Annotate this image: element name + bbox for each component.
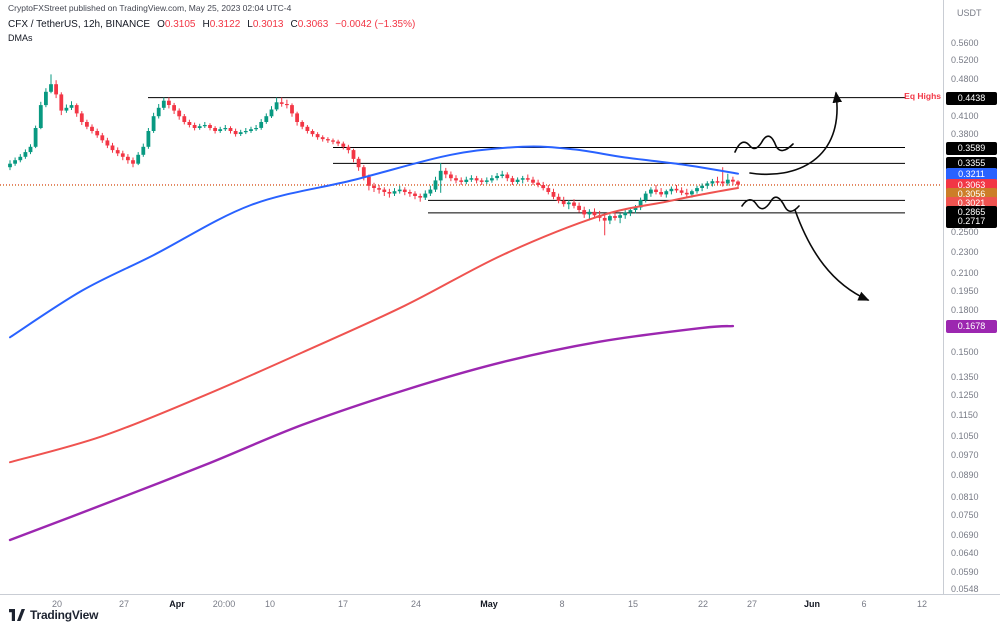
price-tick-label: 0.1150: [951, 410, 978, 420]
symbol-title[interactable]: CFX / TetherUS, 12h, BINANCE: [8, 19, 151, 30]
ma-line-DMA-100[interactable]: [9, 187, 739, 464]
price-axis[interactable]: USDT 0.5600 0.5200 0.4800 0.4100 0.3800 0.250…: [943, 0, 1000, 594]
price-tick-label: 0.0890: [951, 470, 979, 480]
time-tick-label: 27: [118, 599, 130, 609]
price-tick-label: 0.1350: [951, 372, 979, 382]
price-tick-label: 0.2300: [951, 247, 979, 257]
eq-highs-label: Eq Highs: [904, 91, 941, 101]
price-tick-label: 0.2100: [951, 268, 979, 278]
eq-highs-price-badge: 0.4438: [946, 92, 997, 105]
candlestick-series: [8, 74, 740, 236]
time-tick-label: 24: [410, 599, 422, 609]
ohlc-open: O0.3105: [157, 19, 196, 30]
time-tick-label: 6: [861, 599, 867, 609]
support-scribble[interactable]: [741, 196, 800, 213]
publisher-attribution: CryptoFXStreet published on TradingView.…: [8, 3, 292, 13]
price-tick-label: 0.0810: [951, 492, 979, 502]
down-breakdown-arrow[interactable]: [794, 209, 870, 301]
price-tick-label: 0.4100: [951, 111, 979, 121]
price-tick-label: 0.2500: [951, 227, 979, 237]
price-change: −0.0042 (−1.35%): [335, 19, 416, 30]
price-tick-label: 0.1950: [951, 286, 979, 296]
time-tick-label: 12: [916, 599, 928, 609]
price-axis-unit: USDT: [957, 8, 982, 18]
resistance-1-badge: 0.3589: [946, 142, 997, 155]
price-tick-label: 0.4800: [951, 74, 979, 84]
ohlc-close: C0.3063: [290, 19, 329, 30]
price-tick-label: 0.5600: [951, 38, 979, 48]
resistance-2-badge: 0.3355: [946, 157, 997, 170]
time-tick-label: 17: [337, 599, 349, 609]
time-tick-label: 27: [746, 599, 758, 609]
time-axis[interactable]: 20 27 Apr 20:00 10 17 24 May 8 15 22 27 Jun 6 12: [0, 594, 1000, 615]
price-tick-label: 0.1250: [951, 390, 979, 400]
tradingview-logo[interactable]: TradingView: [8, 608, 98, 622]
price-tick-label: 0.0640: [951, 548, 979, 558]
time-tick-label: 22: [697, 599, 709, 609]
price-tick-label: 0.1500: [951, 347, 979, 357]
tradingview-logo-text: TradingView: [30, 608, 99, 622]
time-tick-label: Apr: [169, 599, 185, 609]
time-tick-label: 20:00: [212, 599, 236, 609]
ma-line-DMA-200[interactable]: [8, 324, 735, 542]
indicator-label[interactable]: DMAs: [8, 33, 33, 43]
price-tick-label: 0.3800: [951, 129, 979, 139]
up-breakout-arrow[interactable]: [749, 91, 843, 176]
time-tick-label: 20: [51, 599, 63, 609]
time-tick-label: May: [480, 599, 498, 609]
time-tick-label: Jun: [803, 599, 821, 609]
price-tick-label: 0.0590: [951, 567, 979, 577]
ohlc-low: L0.3013: [247, 19, 284, 30]
time-tick-label: 8: [559, 599, 565, 609]
dma200-value-badge: 0.1678: [946, 320, 997, 333]
symbol-info-bar: CFX / TetherUS, 12h, BINANCE O0.3105 H0.…: [8, 19, 415, 30]
time-tick-label: 15: [627, 599, 639, 609]
ma-line-DMA-50[interactable]: [9, 145, 739, 339]
ohlc-high: H0.3122: [202, 19, 241, 30]
price-tick-label: 0.0970: [951, 450, 979, 460]
tradingview-logo-icon: [9, 609, 25, 621]
time-tick-label: 10: [264, 599, 276, 609]
price-tick-label: 0.1800: [951, 305, 979, 315]
resistance-scribble[interactable]: [734, 135, 794, 153]
price-tick-label: 0.0750: [951, 510, 979, 520]
dma50-value-badge: 0.3211: [946, 168, 997, 181]
price-tick-label: 0.0690: [951, 530, 979, 540]
price-tick-label: 0.5200: [951, 55, 979, 65]
support-2-badge: 0.2717: [946, 215, 997, 228]
price-tick-label: 0.1050: [951, 431, 979, 441]
price-tick-label: 0.0548: [951, 584, 979, 594]
